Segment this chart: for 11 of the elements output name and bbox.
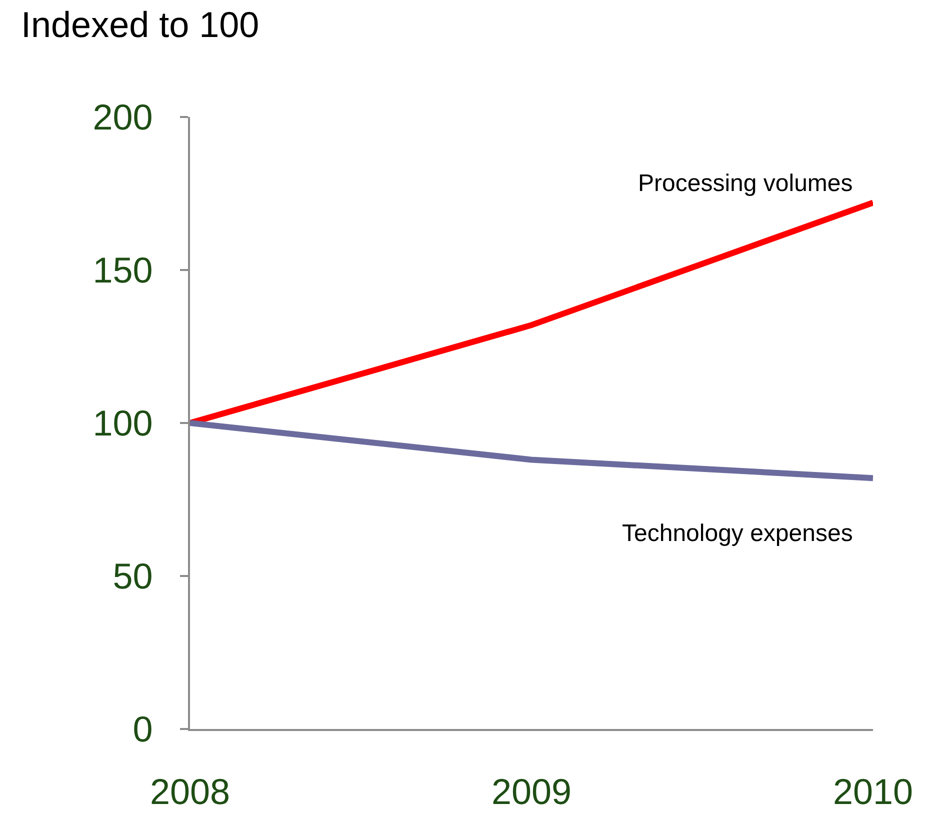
y-tick-label: 50	[112, 556, 153, 597]
y-tick-label: 150	[92, 250, 153, 291]
series-label: Technology expenses	[622, 520, 853, 547]
series-label: Processing volumes	[638, 170, 853, 197]
x-tick-label: 2008	[150, 771, 230, 812]
y-tick-label: 100	[92, 402, 153, 444]
y-tick-label: 200	[92, 96, 153, 138]
y-tick-label: 0	[132, 708, 153, 750]
chart-title: Indexed to 100	[21, 4, 260, 45]
x-tick-label: 2009	[491, 771, 572, 812]
x-tick-label: 2010	[832, 771, 914, 812]
